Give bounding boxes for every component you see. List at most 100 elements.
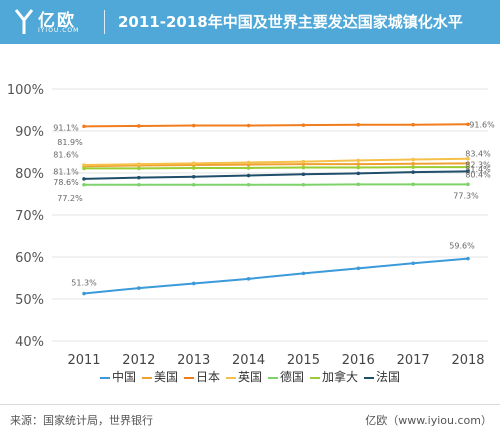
data-point	[137, 166, 141, 171]
data-point	[301, 271, 306, 276]
data-point	[411, 261, 415, 266]
header-bar: 亿欧 IYIOU.COM 2011-2018年中国及世界主要发达国家城镇化水平	[0, 0, 500, 44]
footer-divider	[0, 404, 500, 405]
source-text: 来源：国家统计局，世界银行	[10, 414, 153, 427]
data-point	[82, 177, 86, 181]
data-point	[191, 123, 196, 128]
data-point	[191, 281, 196, 286]
data-point	[466, 122, 470, 127]
data-point	[191, 182, 196, 187]
legend-swatch	[141, 376, 152, 379]
legend-swatch	[364, 376, 375, 379]
x-tick-label: 2012	[122, 353, 155, 368]
series-line-5	[84, 166, 468, 170]
data-point	[356, 171, 361, 176]
data-point	[356, 158, 361, 163]
data-point	[356, 165, 361, 170]
data-point	[246, 166, 251, 170]
data-label-start: 78.6%	[53, 178, 79, 187]
data-point	[411, 182, 415, 187]
data-point	[191, 161, 196, 166]
data-point	[356, 162, 361, 166]
data-label-end: 91.6%	[469, 120, 495, 129]
data-point	[356, 182, 361, 187]
data-point	[137, 124, 141, 128]
data-point	[411, 122, 415, 127]
x-tick-label: 2014	[232, 353, 265, 368]
legend-label: 中国	[111, 370, 136, 384]
header-divider	[104, 10, 105, 34]
chart-legend: 中国 美国 日本 英国 德国 加拿大 法国	[0, 368, 500, 385]
data-point	[191, 166, 196, 170]
data-label-end: 77.3%	[453, 191, 479, 200]
data-label-start: 91.1%	[53, 123, 79, 132]
data-label-end: 82.3%	[465, 160, 491, 169]
data-point	[191, 174, 196, 179]
data-point	[301, 159, 306, 164]
series-line-1	[83, 162, 469, 168]
data-point	[82, 124, 86, 129]
data-point	[137, 182, 141, 187]
x-tick-label: 2013	[177, 353, 210, 368]
legend-item: 加拿大	[310, 368, 358, 385]
data-point	[82, 182, 86, 187]
data-point	[411, 161, 415, 166]
data-point	[466, 182, 470, 187]
legend-swatch	[268, 376, 278, 379]
logo-text: 亿欧	[38, 11, 76, 31]
logo-icon	[14, 9, 34, 34]
x-tick-label: 2015	[287, 353, 320, 368]
data-point	[137, 162, 141, 166]
legend-swatch	[225, 376, 236, 379]
x-tick-label: 2016	[342, 353, 375, 368]
series-line-3	[83, 157, 469, 167]
x-tick-label: 2011	[67, 353, 100, 368]
data-point	[301, 165, 306, 170]
y-tick-label: 60%	[15, 251, 44, 266]
data-point	[246, 182, 251, 187]
legend-label: 加拿大	[322, 370, 359, 384]
data-label-start: 77.2%	[57, 194, 83, 203]
data-point	[137, 175, 141, 180]
legend-swatch	[310, 376, 321, 379]
credit-text: 亿欧（www.iyiou.com）	[365, 414, 492, 427]
y-tick-label: 50%	[15, 293, 44, 308]
y-tick-label: 90%	[15, 125, 44, 140]
data-point	[82, 166, 86, 171]
data-point	[82, 291, 86, 296]
data-point	[411, 165, 415, 169]
data-point	[301, 182, 306, 187]
data-point	[301, 172, 306, 177]
data-point	[246, 160, 251, 165]
logo-subtext: IYIOU.COM	[38, 27, 80, 34]
legend-item: 德国	[268, 368, 304, 385]
data-point	[301, 123, 306, 127]
data-point	[246, 277, 251, 281]
data-point	[466, 256, 470, 261]
legend-label: 日本	[195, 370, 220, 384]
legend-label: 美国	[153, 370, 178, 384]
data-label-end: 83.4%	[465, 150, 491, 159]
data-point	[466, 156, 470, 161]
data-label-start: 81.6%	[53, 150, 79, 159]
data-label-start: 81.9%	[57, 138, 83, 147]
data-point	[466, 161, 470, 166]
x-tick-label: 2017	[397, 353, 430, 368]
y-tick-label: 40%	[15, 335, 44, 350]
data-point	[301, 162, 306, 166]
y-tick-label: 80%	[15, 167, 44, 182]
y-tick-label: 100%	[7, 83, 44, 98]
data-label-end: 80.4%	[465, 170, 491, 179]
data-point	[246, 173, 251, 178]
legend-item: 中国	[99, 368, 136, 385]
legend-item: 日本	[183, 368, 220, 385]
data-point	[466, 165, 470, 169]
legend-swatch	[99, 376, 110, 379]
data-label-start: 51.3%	[71, 279, 97, 288]
data-label-start: 81.1%	[53, 167, 79, 176]
data-point	[466, 169, 470, 174]
series-line-0	[83, 257, 469, 295]
data-label-end: 81.4%	[465, 165, 491, 174]
data-point	[356, 122, 361, 127]
legend-swatch	[183, 376, 194, 379]
